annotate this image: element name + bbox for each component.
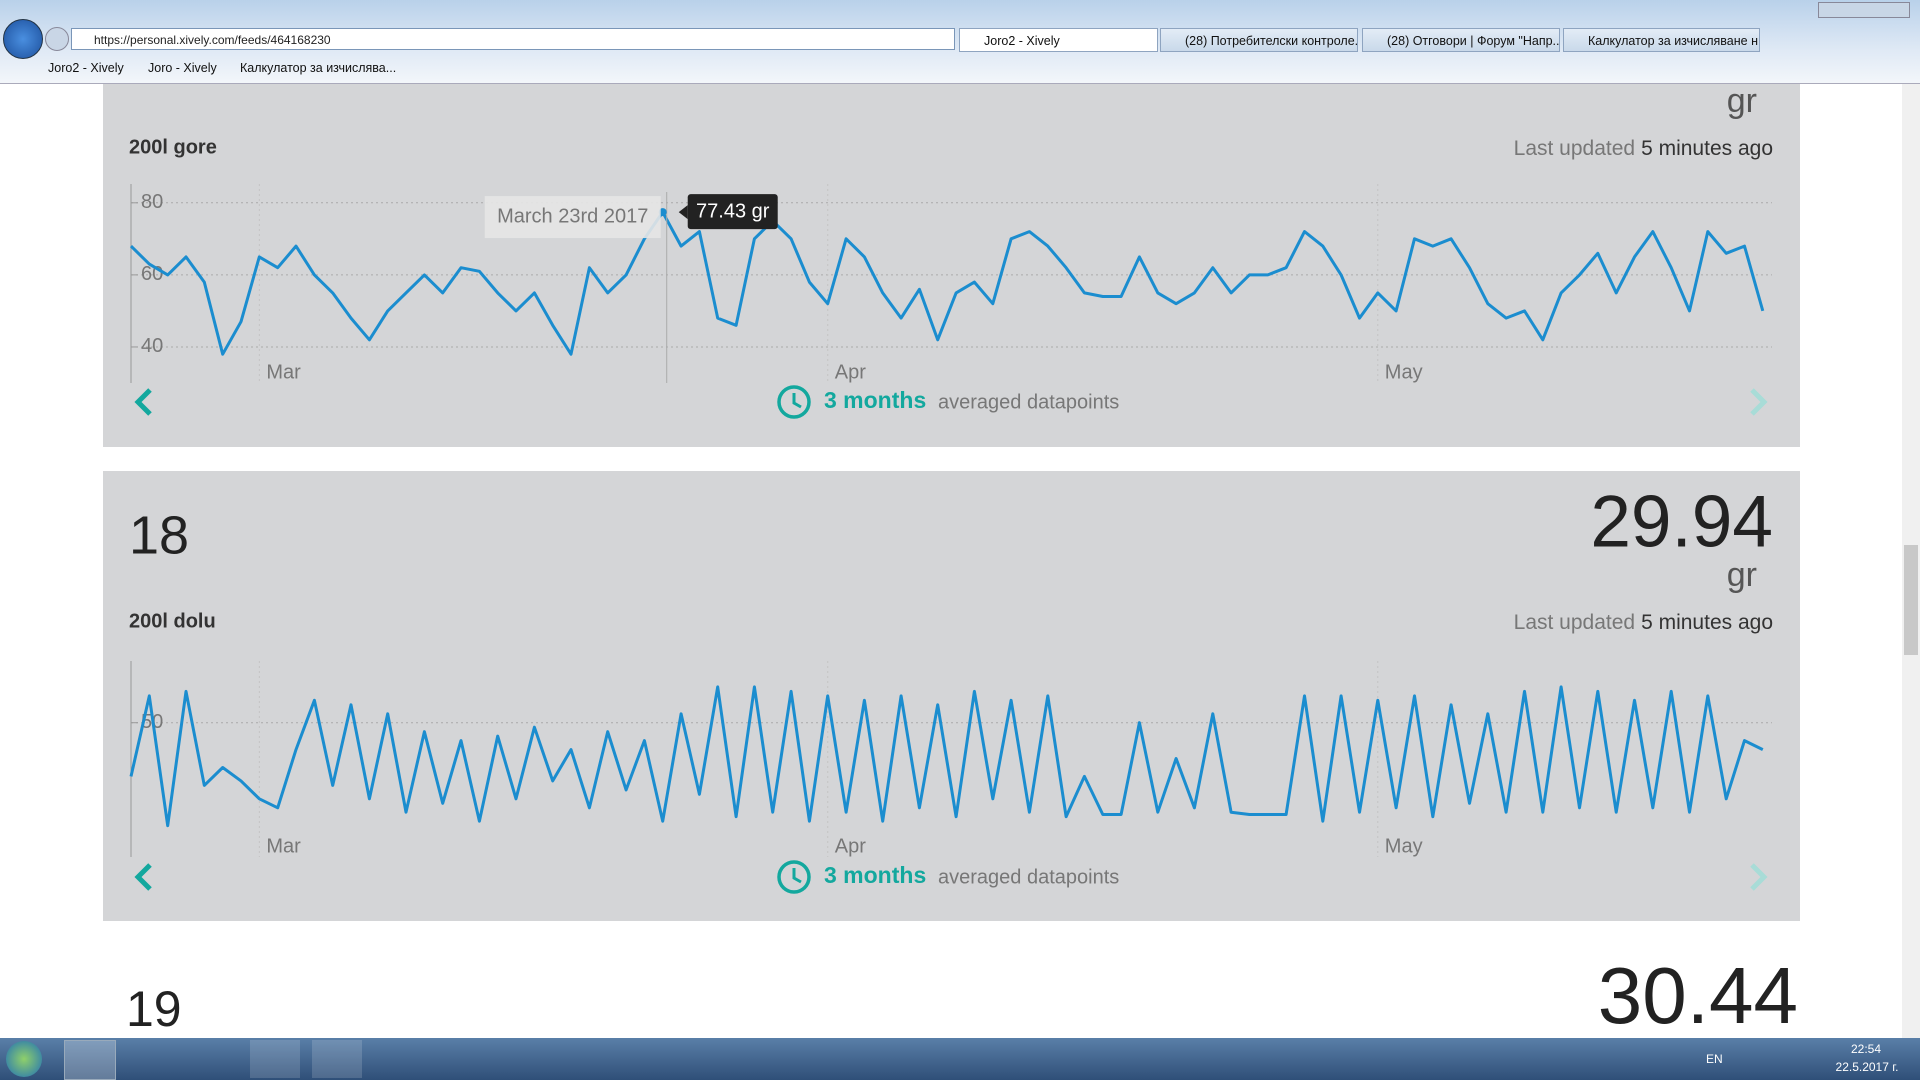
x-tick-label: Apr xyxy=(835,361,866,383)
tab[interactable]: (28) Отговори | Форум "Напр... xyxy=(1362,28,1560,52)
forward-button[interactable] xyxy=(45,27,69,51)
last-updated: Last updated 5 minutes ago xyxy=(1514,611,1773,634)
data-line xyxy=(129,210,1765,356)
favorite[interactable]: Joro2 - Xively xyxy=(48,61,124,75)
taskbar-app[interactable] xyxy=(190,1040,240,1078)
y-tick-label: 40 xyxy=(141,335,163,357)
clock-time[interactable]: 22:54 xyxy=(1850,1042,1882,1056)
window-controls[interactable] xyxy=(1818,2,1910,18)
tooltip-value-box xyxy=(687,194,778,230)
prev-arrow[interactable] xyxy=(134,863,152,891)
last-updated: Last updated 5 minutes ago xyxy=(1514,137,1773,160)
updated-time: 5 minutes ago xyxy=(1641,611,1773,634)
browser-toolbar: https://personal.xively.com/feeds/464168… xyxy=(0,0,1920,84)
x-tick-label: Mar xyxy=(266,835,301,857)
next-arrow[interactable] xyxy=(1750,863,1768,891)
next-arrow[interactable] xyxy=(1750,388,1768,416)
favorites-bar: Joro2 - Xively Joro - Xively Калкулатор … xyxy=(0,56,1920,83)
taskbar: EN 22:54 22.5.2017 г. xyxy=(0,1038,1920,1080)
clock-hands xyxy=(792,393,802,409)
taskbar-app[interactable] xyxy=(250,1040,300,1078)
tab[interactable]: (28) Потребителски контроле... xyxy=(1160,28,1358,52)
feed-id: 18 xyxy=(129,505,189,565)
updated-time: 5 minutes ago xyxy=(1641,137,1773,160)
taskbar-app[interactable] xyxy=(312,1040,362,1078)
range-note: averaged datapoints xyxy=(938,391,1119,413)
taskbar-app[interactable] xyxy=(64,1040,116,1080)
data-line xyxy=(129,685,1764,828)
clock-icon xyxy=(777,385,811,419)
clock-date[interactable]: 22.5.2017 г. xyxy=(1835,1060,1899,1074)
scroll-thumb[interactable] xyxy=(1904,545,1918,655)
tooltip-date: March 23rd 2017 xyxy=(497,205,648,227)
feed-name: 200l gore xyxy=(129,136,217,158)
address-bar[interactable]: https://personal.xively.com/feeds/464168… xyxy=(71,28,955,50)
tooltip-pointer xyxy=(678,205,688,220)
updated-prefix: Last updated xyxy=(1514,611,1635,634)
reading: 29.94 xyxy=(1590,481,1773,562)
x-tick-label: May xyxy=(1385,361,1423,383)
start-button[interactable] xyxy=(6,1041,42,1077)
unit: gr xyxy=(1727,82,1757,120)
favorite[interactable]: Калкулатор за изчислява... xyxy=(240,61,397,75)
prev-arrow[interactable] xyxy=(134,388,152,416)
unit: gr xyxy=(1727,556,1757,594)
feed-id: 19 xyxy=(126,981,182,1037)
tooltip-date-box xyxy=(484,196,661,239)
x-tick-label: May xyxy=(1385,835,1423,857)
range[interactable]: 3 months xyxy=(824,387,926,413)
panel xyxy=(103,471,1800,921)
y-tick-label: 80 xyxy=(141,191,163,213)
feed-name: 200l dolu xyxy=(129,610,216,632)
updated-prefix: Last updated xyxy=(1514,137,1635,160)
language[interactable]: EN xyxy=(1706,1052,1723,1066)
tab[interactable]: Joro2 - Xively xyxy=(959,28,1158,52)
range-note: averaged datapoints xyxy=(938,866,1119,888)
clock-hands xyxy=(792,868,802,884)
panel xyxy=(103,83,1800,447)
favorite[interactable]: Joro - Xively xyxy=(148,61,217,75)
x-tick-label: Apr xyxy=(835,835,866,857)
reading: 30.44 xyxy=(1598,951,1798,1040)
tab[interactable]: Калкулатор за изчисляване н... xyxy=(1563,28,1760,52)
tooltip-value: 77.43 gr xyxy=(696,200,770,222)
x-tick-label: Mar xyxy=(266,361,301,383)
range[interactable]: 3 months xyxy=(824,862,926,888)
clock-icon xyxy=(777,860,811,894)
taskbar-app[interactable] xyxy=(128,1040,178,1078)
back-button[interactable] xyxy=(3,19,43,59)
